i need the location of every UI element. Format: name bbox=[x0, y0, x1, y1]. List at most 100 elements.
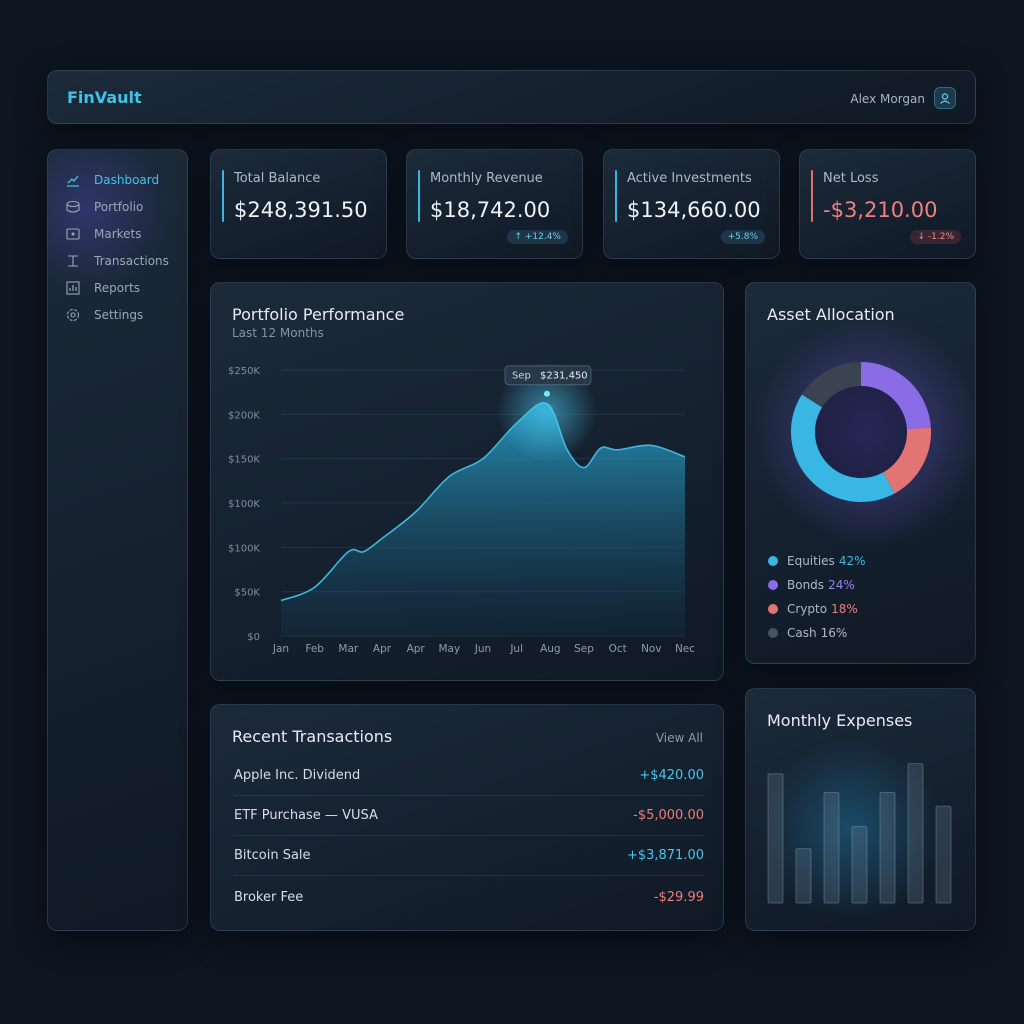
transaction-row[interactable]: Apple Inc. Dividend +$420.00 bbox=[234, 756, 704, 796]
stat-card-total-balance[interactable]: Total Balance $248,391.50 bbox=[210, 149, 387, 259]
stat-card-net-loss[interactable]: Net Loss -$3,210.00 ↓ -1.2% bbox=[799, 149, 976, 259]
legend-pct: 24% bbox=[828, 578, 855, 592]
stat-value: $248,391.50 bbox=[234, 198, 368, 222]
sidebar-item-dashboard[interactable]: Dashboard bbox=[64, 170, 159, 190]
expense-bar bbox=[851, 826, 868, 904]
expense-bar bbox=[767, 773, 784, 904]
stat-label: Active Investments bbox=[627, 171, 752, 186]
x-tick-label: Nov bbox=[641, 643, 662, 655]
chart-line-icon bbox=[64, 171, 82, 189]
transaction-row[interactable]: Broker Fee -$29.99 bbox=[234, 877, 704, 917]
stat-value: $18,742.00 bbox=[430, 198, 551, 222]
sidebar-item-label: Markets bbox=[94, 227, 142, 241]
transaction-name: ETF Purchase — VUSA bbox=[234, 808, 378, 823]
legend-label: Cash bbox=[787, 626, 817, 640]
transaction-row[interactable]: ETF Purchase — VUSA -$5,000.00 bbox=[234, 796, 704, 836]
transaction-amount: +$420.00 bbox=[639, 768, 704, 783]
area-fill bbox=[281, 402, 685, 636]
legend-item-bonds: Bonds 24% bbox=[768, 578, 855, 592]
y-tick-label: $200K bbox=[228, 410, 260, 421]
card-title: Portfolio Performance bbox=[232, 305, 405, 324]
stat-card-active-investments[interactable]: Active Investments $134,660.00 +5.8% bbox=[603, 149, 780, 259]
legend-dot bbox=[768, 556, 778, 566]
legend-label: Equities bbox=[787, 554, 835, 568]
legend-label: Crypto bbox=[787, 602, 828, 616]
expenses-bar-chart[interactable] bbox=[746, 689, 976, 931]
stat-accent-bar bbox=[811, 170, 813, 222]
stat-accent-bar bbox=[222, 170, 224, 222]
stat-accent-bar bbox=[615, 170, 617, 222]
legend-dot bbox=[768, 604, 778, 614]
sidebar: Dashboard Portfolio Markets Transactions… bbox=[47, 149, 188, 931]
sidebar-item-reports[interactable]: Reports bbox=[64, 278, 140, 298]
stat-label: Total Balance bbox=[234, 171, 321, 186]
stat-change-badge: ↓ -1.2% bbox=[910, 230, 961, 244]
sidebar-item-label: Transactions bbox=[94, 254, 169, 268]
peak-glow bbox=[496, 361, 597, 462]
peak-tooltip: Sep $231,450 bbox=[504, 365, 592, 386]
stat-label: Net Loss bbox=[823, 171, 879, 186]
legend-pct: 42% bbox=[838, 554, 866, 568]
user-name[interactable]: Alex Morgan bbox=[850, 92, 925, 106]
donut-slice-cash bbox=[801, 362, 862, 408]
card-title: Recent Transactions bbox=[232, 727, 393, 746]
transaction-amount: +$3,871.00 bbox=[626, 848, 704, 863]
tooltip-value: $231,450 bbox=[540, 371, 588, 382]
tooltip-month: Sep bbox=[512, 371, 531, 382]
reports-icon bbox=[64, 279, 82, 297]
expense-bar bbox=[935, 805, 952, 904]
transaction-row[interactable]: Bitcoin Sale +$3,871.00 bbox=[234, 836, 704, 876]
x-tick-label: Jun bbox=[474, 643, 491, 655]
card-title: Monthly Expenses bbox=[767, 711, 913, 730]
allocation-donut-chart[interactable] bbox=[746, 283, 976, 543]
sidebar-item-label: Settings bbox=[94, 308, 144, 322]
legend-dot bbox=[768, 580, 778, 590]
view-all-link[interactable]: View All bbox=[655, 731, 703, 745]
donut-slice-equities bbox=[791, 394, 895, 502]
sidebar-item-label: Portfolio bbox=[94, 200, 144, 214]
x-tick-label: Feb bbox=[305, 643, 324, 655]
stat-label: Monthly Revenue bbox=[430, 171, 543, 186]
sidebar-item-settings[interactable]: Settings bbox=[64, 305, 143, 325]
top-bar: FinVault Alex Morgan bbox=[47, 70, 976, 124]
x-tick-label: May bbox=[438, 643, 460, 655]
legend-item-cash: Cash 16% bbox=[768, 626, 847, 640]
stat-card-monthly-revenue[interactable]: Monthly Revenue $18,742.00 ↑ +12.4% bbox=[406, 149, 583, 259]
legend-label: Bonds bbox=[787, 578, 825, 592]
x-tick-label: Apr bbox=[373, 643, 392, 655]
legend-item-equities: Equities 42% bbox=[768, 554, 865, 568]
sidebar-item-portfolio[interactable]: Portfolio bbox=[64, 197, 143, 217]
tooltip-box bbox=[504, 365, 592, 386]
y-tick-label: $100K bbox=[228, 499, 260, 510]
transaction-amount: -$29.99 bbox=[653, 889, 704, 905]
x-tick-label: Nec bbox=[675, 643, 695, 655]
x-tick-label: Jul bbox=[509, 643, 523, 655]
sidebar-item-label: Dashboard bbox=[94, 173, 160, 187]
y-tick-label: $100K bbox=[228, 543, 260, 554]
transaction-name: Bitcoin Sale bbox=[234, 848, 311, 863]
x-tick-label: Jan bbox=[272, 643, 289, 655]
stat-value: $134,660.00 bbox=[627, 198, 761, 222]
y-tick-label: $250K bbox=[228, 366, 260, 377]
sidebar-item-markets[interactable]: Markets bbox=[64, 224, 142, 244]
sidebar-item-transactions[interactable]: Transactions bbox=[64, 251, 169, 271]
user-avatar[interactable] bbox=[934, 87, 956, 109]
user-icon bbox=[940, 93, 950, 104]
x-tick-label: Apr bbox=[407, 643, 426, 655]
monthly-expenses-card: Monthly Expenses bbox=[745, 688, 976, 931]
donut-slice-bonds bbox=[860, 362, 931, 430]
stat-accent-bar bbox=[418, 170, 420, 222]
performance-area-chart[interactable]: $0 $50K $100K $100K $150K $200K $250K Jan Feb Mar… bbox=[211, 283, 724, 681]
stat-change-badge: ↑ +12.4% bbox=[507, 230, 568, 244]
expense-bar bbox=[795, 848, 812, 904]
brand-logo[interactable]: FinVault bbox=[67, 88, 142, 107]
expense-bar bbox=[823, 792, 840, 904]
stat-change-badge: +5.8% bbox=[720, 230, 765, 244]
transaction-amount: -$5,000.00 bbox=[633, 808, 704, 823]
legend-item-crypto: Crypto 18% bbox=[768, 602, 858, 616]
recent-transactions-card: Recent Transactions View All Apple Inc. … bbox=[210, 704, 724, 931]
expense-bar bbox=[907, 763, 924, 904]
expenses-glow bbox=[761, 739, 941, 919]
markets-icon bbox=[64, 225, 82, 243]
asset-allocation-card: Asset Allocation Equities 42% Bonds 24% … bbox=[745, 282, 976, 664]
